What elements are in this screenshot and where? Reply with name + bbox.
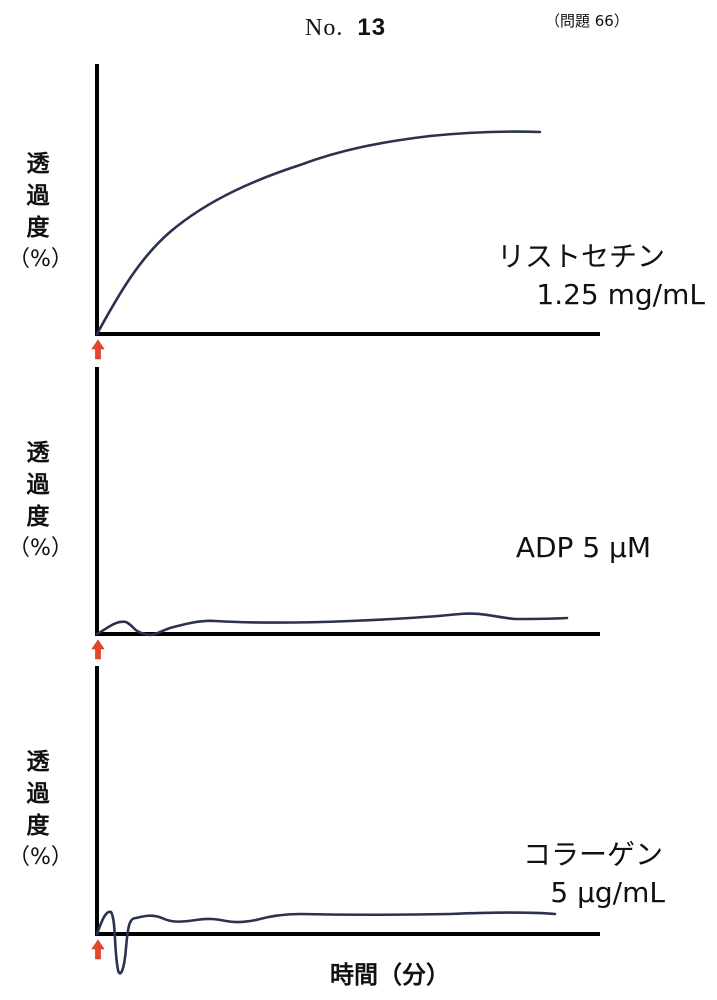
panel-2-label: ADP 5 μM (516, 529, 651, 567)
ylabel-char: 度 (26, 215, 50, 241)
page-number-label: No. (305, 15, 344, 41)
ylabel-char: 度 (26, 813, 50, 839)
ylabel-unit: （%） (8, 536, 73, 561)
start-arrow-icon (91, 339, 105, 360)
page-number: No. 13 (305, 14, 386, 42)
panel-1-label-line: リストセチン (496, 240, 665, 273)
panel-1-label: リストセチン 1.25 mg/mL (497, 238, 705, 314)
panel-2-label-line: ADP 5 μM (515, 531, 651, 564)
ylabel-unit: （%） (8, 247, 73, 272)
ylabel-char: 透 (26, 749, 50, 775)
panel-3-label: コラーゲン 5 μg/mL (523, 836, 665, 912)
ylabel-char: 透 (26, 151, 50, 177)
start-arrow-icon (91, 939, 105, 960)
panel-3-label-line: コラーゲン (522, 838, 663, 871)
ylabel-char: 過 (26, 472, 50, 498)
series-line-collagen (95, 910, 557, 975)
question-number: （問題 66） (545, 12, 629, 30)
panel-1-label-line: 1.25 mg/mL (536, 278, 705, 311)
series-line-ristocetin (95, 130, 542, 336)
page-number-value: 13 (357, 14, 387, 41)
series-line-adp (95, 612, 569, 637)
ylabel-char: 過 (26, 781, 50, 807)
ylabel-panel-3: 透 過 度 （%） (8, 746, 73, 874)
ylabel-char: 透 (26, 440, 50, 466)
x-axis-label: 時間（分） (330, 961, 450, 989)
ylabel-panel-1: 透 過 度 （%） (8, 148, 73, 276)
ylabel-char: 過 (26, 183, 50, 209)
start-arrow-icon (91, 639, 105, 660)
ylabel-unit: （%） (8, 845, 73, 870)
ylabel-char: 度 (26, 504, 50, 530)
panel-3-label-line: 5 μg/mL (550, 876, 665, 909)
ylabel-panel-2: 透 過 度 （%） (8, 437, 73, 565)
